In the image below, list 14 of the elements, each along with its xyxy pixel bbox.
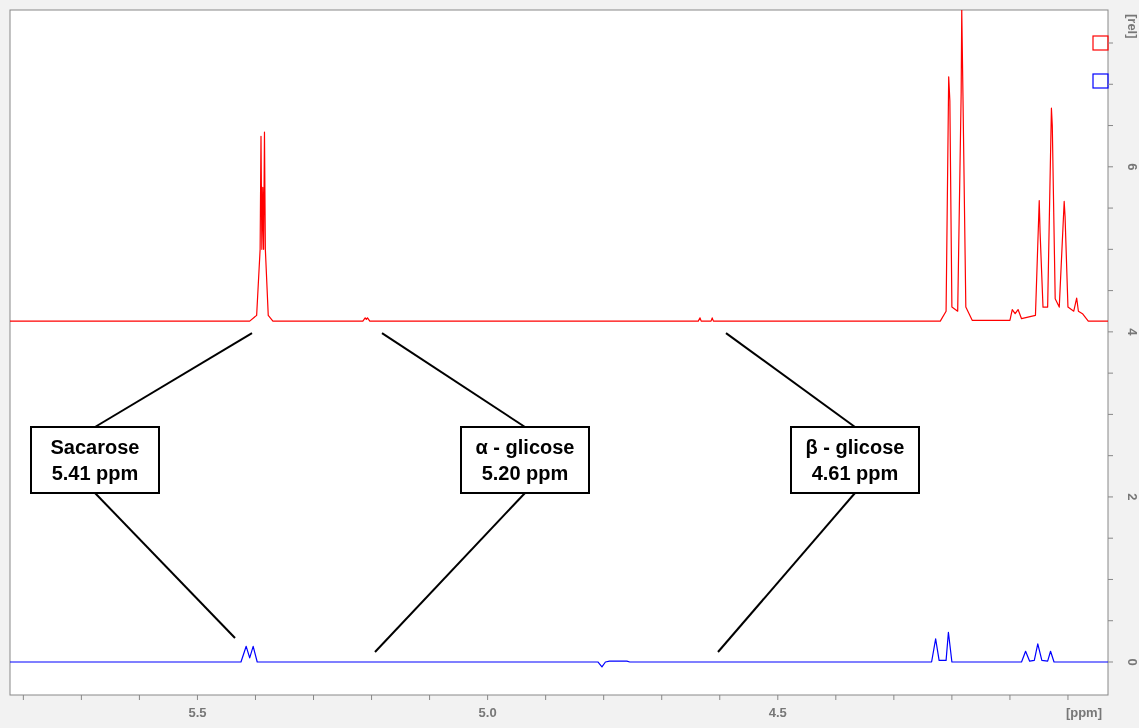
line-series [10, 10, 1108, 322]
y-tick-label: 6 [1124, 163, 1139, 171]
annotation: Sacarose 5.41 ppm [50, 436, 140, 484]
y-tick-label: 2 [1124, 493, 1139, 501]
annotation: α - glicose 5.20 ppm [475, 436, 575, 484]
x-tick-label: 5.0 [478, 705, 497, 720]
y-tick-label: 4 [1124, 328, 1139, 337]
annotation: β - glicose 4.61 ppm [805, 436, 905, 484]
x-tick-label: 5.5 [188, 705, 207, 720]
y-axis-title: [rel] [1124, 14, 1139, 39]
y-tick-label: 0 [1124, 658, 1139, 666]
x-axis-title: [ppm] [1065, 705, 1102, 720]
x-tick-label: 4.5 [768, 705, 787, 720]
line-series [10, 631, 1108, 668]
